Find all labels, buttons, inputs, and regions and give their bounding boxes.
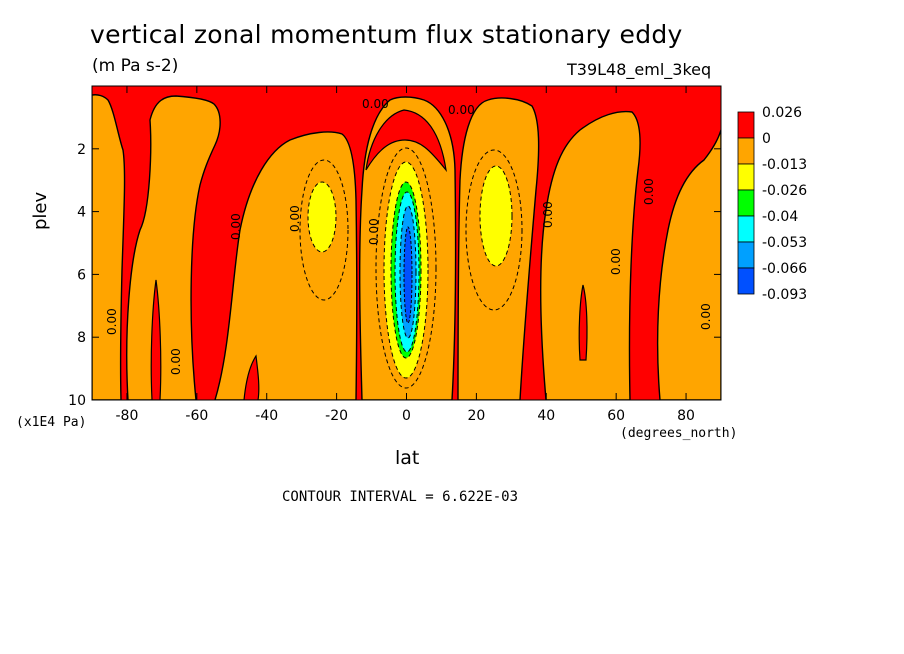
y-axis-units: (x1E4 Pa): [16, 415, 87, 430]
x-tick-label: 40: [537, 408, 555, 424]
colorbar-swatch: [737, 241, 755, 269]
x-tick-label: 80: [677, 408, 695, 424]
colorbar-swatch: [737, 111, 755, 139]
x-tick-label: -20: [325, 408, 348, 424]
contour-label-0: 0.00: [362, 97, 389, 111]
y-tick-label: 4: [77, 205, 86, 221]
orange-region-nh-subtropics: [540, 110, 641, 400]
orange-region-sh-edge: [92, 94, 126, 400]
dashed-contour-eq: [375, 147, 437, 389]
x-tick-label: -80: [116, 408, 139, 424]
red-cap-equator: [365, 109, 447, 173]
x-tick-label: 60: [607, 408, 625, 424]
x-tick-label: -60: [185, 408, 208, 424]
colorbar-label: -0.04: [762, 209, 798, 225]
x-tick-label: -40: [255, 408, 278, 424]
colorbar-swatch: [737, 137, 755, 165]
contour-label-4: 0.00: [367, 218, 381, 245]
chart-units: (m Pa s-2): [92, 56, 179, 76]
contour-label-9: 0.00: [169, 348, 183, 375]
yellow-sh-subtropical: [307, 181, 337, 253]
contour-label-3: 0.00: [288, 205, 302, 232]
yellow-nh-subtropical: [479, 165, 513, 267]
x-axis-units: (degrees_north): [620, 426, 738, 441]
y-tick-label: 8: [77, 330, 86, 346]
red-strip-50n: [578, 284, 588, 361]
x-tick-label: 0: [402, 408, 411, 424]
colorbar-label: -0.066: [762, 261, 807, 277]
contour-label-8: 0.00: [105, 308, 119, 335]
red-strip-40s: [243, 354, 260, 400]
orange-region-sh-subtropics: [126, 95, 221, 400]
y-tick-label: 6: [77, 267, 86, 283]
contour-label-5: 0.00: [541, 201, 555, 228]
colorbar-swatch: [737, 215, 755, 243]
colorbar-label: 0.026: [762, 105, 802, 121]
red-strip-70s: [150, 279, 162, 400]
colorbar-label: -0.053: [762, 235, 807, 251]
dashed-contour-sh: [299, 159, 349, 301]
dashed-contour-nh: [465, 149, 523, 311]
colorbar-label: -0.093: [762, 287, 807, 303]
darkblue-equator: [403, 226, 413, 324]
colorbar-swatch: [737, 163, 755, 191]
colorbar-swatch: [737, 189, 755, 217]
contour-label-1: 0.00: [448, 103, 475, 117]
colorbar-swatch: [737, 267, 755, 295]
y-tick-label: 2: [77, 142, 86, 158]
contour-label-10: 0.00: [699, 303, 713, 330]
x-tick-label: 20: [467, 408, 485, 424]
y-tick-label: 10: [68, 393, 86, 409]
contour-labels: 0.00 0.00 0.00 0.00 0.00 0.00 0.00 0.00 …: [105, 97, 713, 375]
contour-interval-text: CONTOUR INTERVAL = 6.622E-03: [282, 489, 519, 505]
chart-title: vertical zonal momentum flux stationary …: [90, 20, 683, 49]
colorbar-label: 0: [762, 131, 771, 147]
contour-label-7: 0.00: [609, 248, 623, 275]
experiment-label: T39L48_eml_3keq: [567, 60, 712, 79]
contour-label-2: 0.00: [229, 213, 243, 240]
contour-label-6: 0.00: [642, 178, 656, 205]
x-axis-title: lat: [395, 447, 420, 469]
colorbar-label: -0.026: [762, 183, 807, 199]
colorbar-label: -0.013: [762, 157, 807, 173]
orange-region-nh-polar: [656, 129, 721, 400]
